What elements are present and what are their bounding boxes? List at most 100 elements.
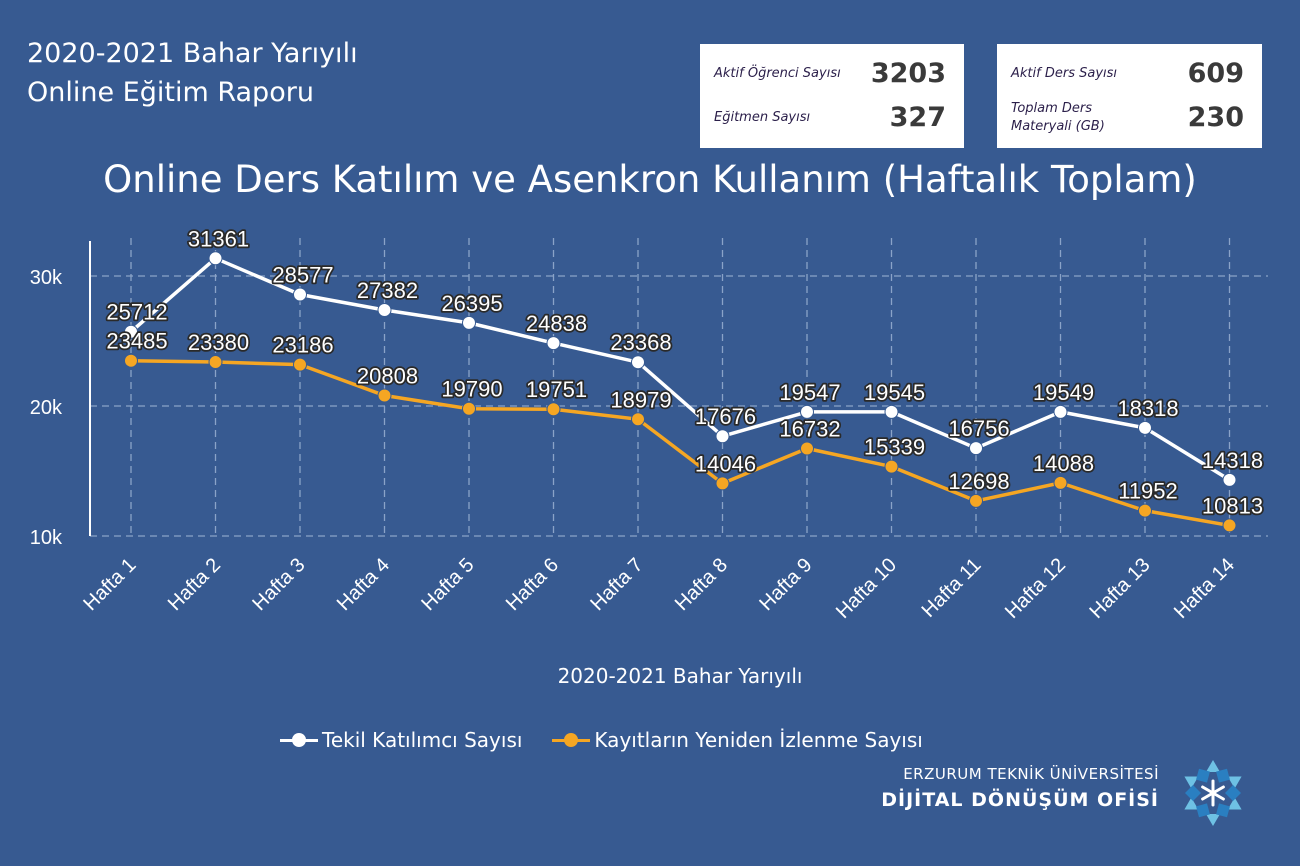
legend-swatch-white: [280, 730, 318, 750]
legend-item-recording-views[interactable]: Kayıtların Yeniden İzlenme Sayısı: [552, 728, 923, 752]
data-label: 19549: [1033, 380, 1094, 405]
data-label: 14088: [1033, 451, 1094, 476]
series-line: [130, 358, 1230, 528]
data-label: 23380: [188, 330, 249, 355]
data-label: 23186: [272, 333, 333, 358]
data-label: 20808: [357, 363, 418, 388]
data-label: 31361: [188, 226, 249, 251]
data-point: [377, 303, 392, 318]
y-tick-label: 30k: [30, 267, 63, 289]
data-point: [1053, 404, 1068, 419]
chart-legend: Tekil Katılımcı Sayısı Kayıtların Yenide…: [280, 728, 953, 752]
snowflake-logo-icon: [1184, 760, 1242, 826]
stat-value: 609: [1187, 58, 1244, 89]
stat-value: 3203: [870, 58, 946, 89]
stat-card-courses: Aktif Ders Sayısı 609 Toplam Ders Matery…: [997, 44, 1262, 148]
org-university: ERZURUM TEKNİK ÜNİVERSİTESİ: [903, 765, 1159, 783]
stat-label: Aktif Ders Sayısı: [1011, 65, 1118, 81]
data-point: [800, 441, 814, 456]
data-label: 24838: [526, 311, 587, 336]
data-label: 11952: [1118, 479, 1178, 504]
data-label: 12698: [948, 469, 1009, 494]
data-label: 14046: [695, 451, 756, 476]
report-title-line2: Online Eğitim Raporu: [27, 77, 314, 109]
stat-card-students: Aktif Öğrenci Sayısı 3203 Eğitmen Sayısı…: [700, 44, 964, 148]
data-label: 18979: [610, 387, 671, 412]
stat-row-materials: Toplam Ders Materyali (GB) 230: [1011, 100, 1244, 135]
data-point: [631, 412, 645, 427]
report-title-line1: 2020-2021 Bahar Yarıyılı: [27, 38, 358, 69]
x-tick-label: Hafta 10: [832, 554, 901, 623]
data-point: [124, 324, 138, 339]
x-tick-label: Hafta 2: [164, 554, 225, 615]
y-tick-label: 10k: [30, 527, 63, 549]
stat-label-line1: Toplam Ders: [1011, 101, 1093, 116]
data-point: [546, 336, 561, 351]
data-point: [1053, 475, 1068, 490]
data-point: [1138, 420, 1152, 435]
x-tick-label: Hafta 12: [1001, 554, 1070, 623]
series-line: [129, 256, 1231, 482]
legend-label: Kayıtların Yeniden İzlenme Sayısı: [594, 728, 923, 752]
stat-row-active-students: Aktif Öğrenci Sayısı 3203: [714, 58, 946, 89]
data-point: [124, 353, 138, 368]
data-point: [208, 355, 223, 370]
data-label: 19751: [526, 377, 587, 402]
data-label: 16756: [948, 416, 1009, 441]
report-title: 2020-2021 Bahar Yarıyılı Online Eğitim R…: [27, 34, 358, 112]
stat-label: Aktif Öğrenci Sayısı: [714, 65, 841, 81]
data-label: 16732: [779, 416, 840, 441]
data-label: 18318: [1117, 396, 1178, 421]
x-axis-title: 2020-2021 Bahar Yarıyılı: [557, 664, 803, 688]
data-label: 23485: [106, 329, 167, 354]
x-tick-label: Hafta 11: [918, 554, 986, 622]
x-tick-label: Hafta 9: [755, 554, 816, 615]
data-label: 15339: [864, 435, 925, 460]
x-tick-label: Hafta 5: [417, 554, 478, 615]
data-label: 19790: [441, 377, 502, 402]
stat-row-active-courses: Aktif Ders Sayısı 609: [1011, 58, 1244, 89]
data-point: [715, 429, 730, 444]
stat-label-line2: Materyali (GB): [1011, 118, 1105, 134]
data-point: [1222, 518, 1237, 533]
data-point: [1222, 472, 1237, 487]
data-point: [715, 476, 730, 491]
data-label: 25712: [106, 300, 167, 325]
data-point: [293, 357, 307, 372]
data-label: 19547: [779, 380, 840, 405]
data-point: [884, 459, 899, 474]
data-point: [800, 404, 814, 419]
data-point: [969, 493, 983, 508]
stat-value: 230: [1187, 102, 1244, 134]
stat-label: Eğitmen Sayısı: [714, 109, 811, 125]
x-tick-label: Hafta 7: [586, 554, 647, 615]
legend-item-unique-participants[interactable]: Tekil Katılımcı Sayısı: [280, 728, 522, 752]
data-label: 19545: [864, 380, 925, 405]
data-point: [1138, 503, 1152, 518]
x-tick-label: Hafta 1: [79, 554, 140, 615]
x-tick-label: Hafta 3: [248, 554, 309, 615]
x-tick-label: Hafta 13: [1086, 554, 1155, 623]
data-label: 26395: [441, 291, 502, 316]
chart-title: Online Ders Katılım ve Asenkron Kullanım…: [103, 158, 1197, 201]
legend-swatch-orange: [552, 730, 591, 750]
data-point: [462, 315, 476, 330]
data-point: [969, 441, 983, 456]
data-point: [462, 401, 476, 416]
data-point: [546, 402, 561, 417]
x-tick-label: Hafta 6: [502, 554, 563, 615]
stat-label: Toplam Ders Materyali (GB): [1011, 100, 1105, 135]
data-label: 28577: [272, 262, 333, 287]
stat-row-instructors: Eğitmen Sayısı 327: [714, 102, 946, 133]
data-point: [293, 287, 307, 302]
data-label: 17676: [695, 404, 756, 429]
data-label: 14318: [1202, 448, 1263, 473]
data-point: [208, 251, 223, 266]
organization-name: ERZURUM TEKNİK ÜNİVERSİTESİ DİJİTAL DÖNÜ…: [881, 765, 1159, 811]
x-tick-label: Hafta 14: [1170, 554, 1239, 623]
data-label: 10813: [1202, 493, 1263, 518]
data-point: [884, 404, 899, 419]
stat-value: 327: [889, 102, 946, 133]
x-tick-label: Hafta 8: [671, 554, 732, 615]
